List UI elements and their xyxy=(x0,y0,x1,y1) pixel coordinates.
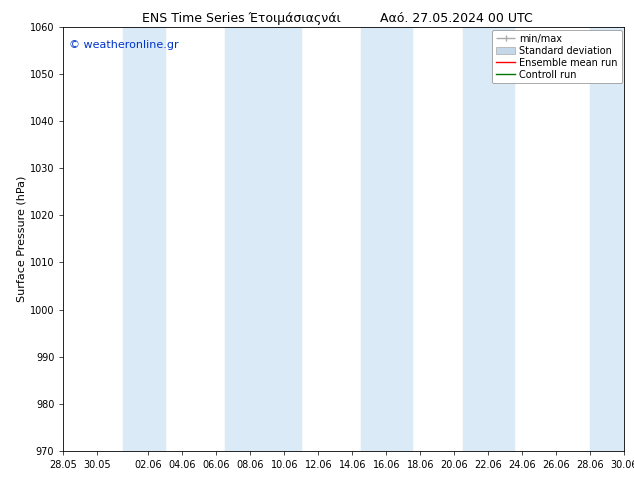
Legend: min/max, Standard deviation, Ensemble mean run, Controll run: min/max, Standard deviation, Ensemble me… xyxy=(492,30,621,83)
Y-axis label: Surface Pressure (hPa): Surface Pressure (hPa) xyxy=(17,176,27,302)
Text: Ααό. 27.05.2024 00 UTC: Ααό. 27.05.2024 00 UTC xyxy=(380,12,533,25)
Bar xyxy=(361,27,412,451)
Bar xyxy=(225,27,301,451)
Bar xyxy=(590,27,633,451)
Bar xyxy=(463,27,514,451)
Text: © weatheronline.gr: © weatheronline.gr xyxy=(69,40,179,49)
Text: ENS Time Series Έτοιμάσιαςνάι: ENS Time Series Έτοιμάσιαςνάι xyxy=(141,12,340,25)
Bar xyxy=(123,27,165,451)
